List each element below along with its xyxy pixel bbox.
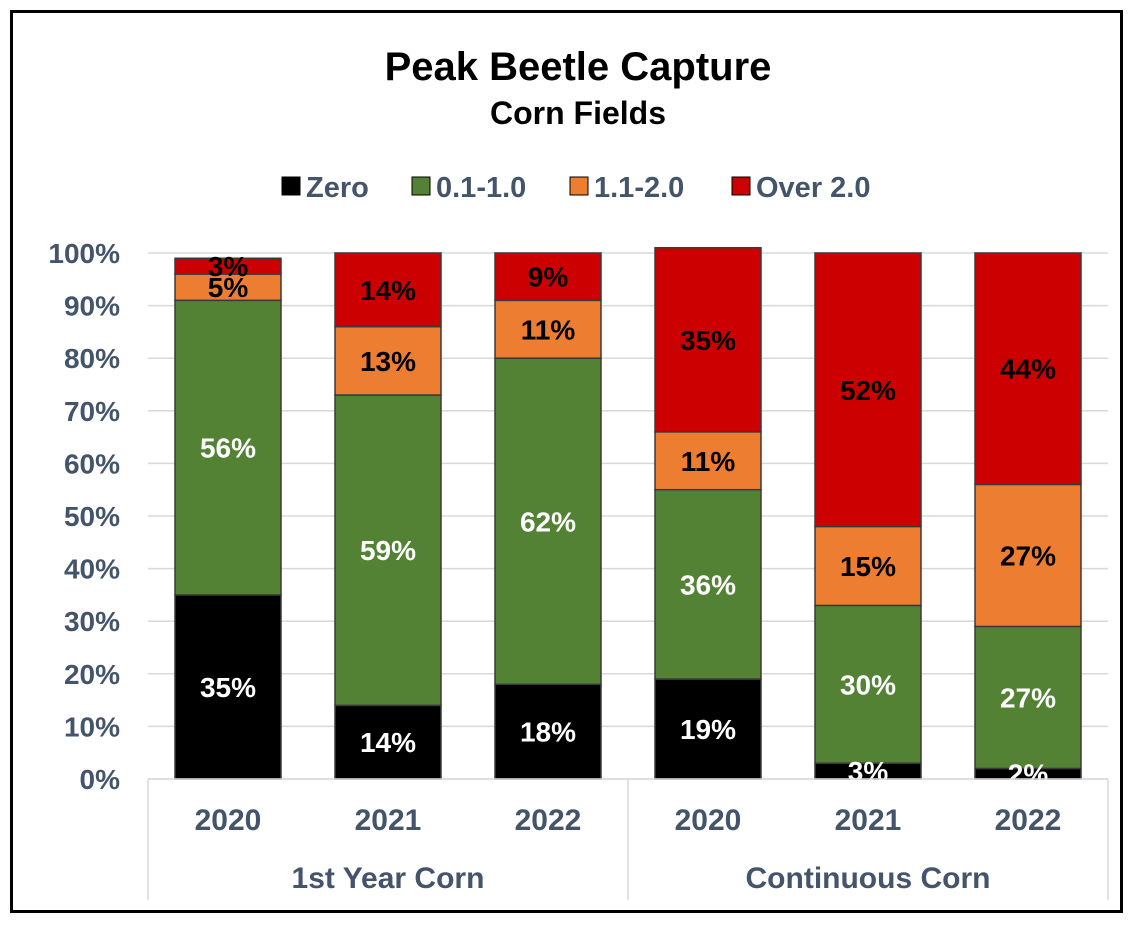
- bar-segment: [814, 252, 922, 528]
- data-label: 3%: [208, 251, 249, 282]
- bar-segment: [494, 683, 602, 780]
- y-tick-label: 40%: [64, 554, 120, 585]
- data-label: 59%: [360, 535, 416, 566]
- data-label: 5%: [208, 272, 249, 303]
- bar-segment: [654, 431, 762, 491]
- y-tick-label: 20%: [64, 659, 120, 690]
- y-tick-label: 60%: [64, 448, 120, 479]
- group-label: Continuous Corn: [746, 862, 991, 895]
- y-tick-label: 80%: [64, 343, 120, 374]
- legend-item: 1.1-2.0: [569, 172, 684, 204]
- data-label: 52%: [840, 375, 896, 406]
- x-tick-label: 2022: [515, 804, 582, 837]
- x-tick-label: 2021: [835, 804, 902, 837]
- bar-segment: [174, 594, 282, 780]
- legend-label: 0.1-1.0: [436, 172, 526, 204]
- legend-swatch: [731, 176, 751, 196]
- bar-segment: [174, 299, 282, 596]
- bar-segment: [814, 604, 922, 764]
- chart-title: Peak Beetle Capture: [385, 45, 772, 89]
- y-tick-label: 100%: [48, 238, 120, 269]
- bar-segment: [174, 257, 282, 275]
- y-tick-label: 70%: [64, 396, 120, 427]
- legend-item: Zero: [281, 172, 369, 204]
- bar-segment: [974, 625, 1082, 770]
- legend-swatch: [411, 176, 431, 196]
- x-tick-label: 2020: [675, 804, 742, 837]
- y-tick-label: 90%: [64, 291, 120, 322]
- data-label: 19%: [680, 714, 736, 745]
- data-label: 18%: [520, 717, 576, 748]
- bar-segment: [494, 357, 602, 686]
- legend: Zero 0.1-1.0 1.1-2.0 Over 2.0: [281, 172, 870, 204]
- legend-swatch: [569, 176, 589, 196]
- legend-item: 0.1-1.0: [411, 172, 526, 204]
- x-axis: 2020 2021 2022 2020 2021 2022 1st Year Corn Con…: [147, 778, 1109, 900]
- data-label: 44%: [1000, 354, 1056, 385]
- bar-segment: [654, 678, 762, 780]
- data-label: 11%: [681, 446, 736, 477]
- bar-segment: [334, 704, 442, 780]
- bar-segment: [654, 488, 762, 680]
- group-label: 1st Year Corn: [292, 862, 485, 895]
- bar-segment: [974, 252, 1082, 486]
- bars: 35%56%5%3%14%59%13%14%18%62%11%9%19%36%1…: [174, 246, 1082, 790]
- data-label: 11%: [521, 314, 576, 345]
- legend-label: Zero: [306, 172, 369, 204]
- bar-segment: [494, 252, 602, 302]
- bar-segment: [814, 525, 922, 607]
- data-label: 14%: [360, 727, 416, 758]
- data-label: 27%: [1000, 540, 1056, 571]
- data-label: 30%: [840, 669, 896, 700]
- bar-segment: [654, 246, 762, 433]
- data-label: 2%: [1008, 759, 1049, 790]
- y-tick-label: 30%: [64, 606, 120, 637]
- data-label: 15%: [840, 551, 896, 582]
- data-label: 56%: [200, 433, 256, 464]
- gridlines: [148, 252, 1108, 780]
- y-axis: 0% 10% 20% 30% 40% 50% 60% 70% 80% 90% 100%: [48, 238, 120, 795]
- x-tick-label: 2022: [995, 804, 1062, 837]
- data-label: 36%: [680, 569, 736, 600]
- data-label: 62%: [520, 506, 576, 537]
- data-label: 35%: [680, 325, 736, 356]
- x-tick-label: 2021: [355, 804, 422, 837]
- data-label: 13%: [360, 346, 416, 377]
- legend-label: 1.1-2.0: [594, 172, 684, 204]
- y-tick-label: 50%: [64, 501, 120, 532]
- bar-segment: [334, 394, 442, 707]
- data-label: 9%: [528, 262, 569, 293]
- legend-label: Over 2.0: [756, 172, 870, 204]
- data-label: 3%: [848, 756, 889, 787]
- data-label: 14%: [360, 275, 416, 306]
- legend-item: Over 2.0: [731, 172, 870, 204]
- y-tick-label: 0%: [80, 764, 121, 795]
- y-tick-label: 10%: [64, 711, 120, 742]
- bar-segment: [974, 483, 1082, 628]
- bar-segment: [334, 252, 442, 328]
- legend-swatch: [281, 176, 301, 196]
- bar-segment: [174, 273, 282, 302]
- data-label: 35%: [200, 672, 256, 703]
- data-label: 27%: [1000, 682, 1056, 713]
- x-tick-label: 2020: [195, 804, 262, 837]
- chart-subtitle: Corn Fields: [490, 95, 666, 131]
